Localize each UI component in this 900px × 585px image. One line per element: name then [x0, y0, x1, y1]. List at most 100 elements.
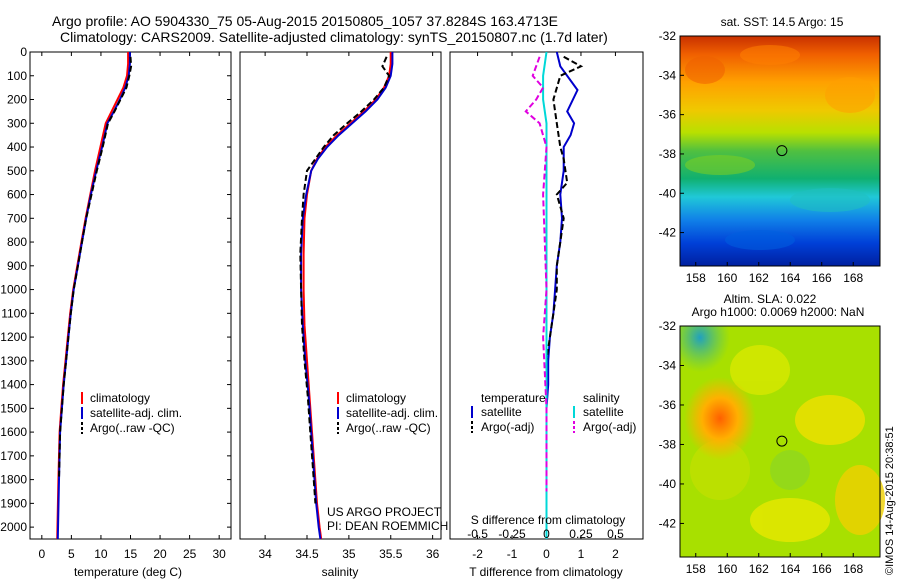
series-line-argo-raw-qc- [58, 56, 133, 480]
depth-tick-label: 300 [7, 116, 27, 130]
sst-map-frame [679, 35, 881, 267]
x-tick-label: 1 [578, 547, 585, 561]
top-tick-label: -0.5 [467, 527, 488, 541]
x-tick-label: 34.5 [295, 547, 319, 561]
series-line-salinity-argo-adj- [524, 56, 548, 492]
sla-lon-axis: 158 160 162 164 166 168 [686, 553, 864, 576]
legend-title-temperature: temperature [481, 391, 546, 405]
sst-map-title: sat. SST: 14.5 Argo: 15 [721, 15, 844, 29]
lon-tick-label: 166 [812, 562, 832, 576]
x-tick-label: 30 [212, 547, 226, 561]
sla-map: Altim. SLA: 0.022 Argo h1000: 0.0069 h20… [659, 292, 885, 576]
legend-label-t-argo: Argo(-adj) [481, 420, 534, 434]
lat-tick-label: -40 [659, 186, 677, 200]
lat-tick-label: -34 [659, 358, 677, 372]
depth-tick-label: 1000 [0, 283, 27, 297]
sst-lat-axis: -32 -34 -36 -38 -40 -42 [659, 29, 684, 240]
x-tick-label: 35.5 [379, 547, 403, 561]
depth-tick-label: 1300 [0, 354, 27, 368]
legend-label-climatology: climatology [90, 391, 150, 405]
lon-tick-label: 164 [780, 271, 800, 285]
lat-tick-label: -42 [659, 226, 677, 240]
lat-tick-label: -32 [659, 29, 677, 43]
salinity-lines [299, 52, 394, 540]
salinity-panel: 34 34.5 35 35.5 36 salinity climatology sate… [239, 51, 448, 579]
lon-tick-label: 166 [812, 271, 832, 285]
x-tick-label: 5 [68, 547, 75, 561]
legend-label-t-satellite: satellite [481, 405, 522, 419]
x-tick-label: 35 [342, 547, 356, 561]
x-tick-label: -2 [472, 547, 483, 561]
legend-label-satellite: satellite-adj. clim. [346, 406, 438, 420]
salinity-x-axis: 34 34.5 35 35.5 36 [258, 52, 440, 561]
sla-map-frame [679, 325, 881, 558]
temperature-xlabel: temperature (deg C) [74, 565, 182, 579]
depth-tick-label: 1400 [0, 378, 27, 392]
lat-tick-label: -32 [659, 319, 677, 333]
sla-map-title-2: Argo h1000: 0.0069 h2000: NaN [692, 305, 865, 319]
depth-tick-label: 400 [7, 140, 27, 154]
lon-tick-label: 160 [717, 562, 737, 576]
difference-xlabel-bottom: T difference from climatology [469, 565, 623, 579]
lon-tick-label: 160 [717, 271, 737, 285]
legend-label-s-satellite: satellite [583, 405, 624, 419]
sla-map-title-1: Altim. SLA: 0.022 [724, 292, 817, 306]
sst-map: sat. SST: 14.5 Argo: 15 -32-34-36-38-40-… [659, 15, 881, 285]
sst-warm-patches [685, 45, 875, 250]
top-tick-label: 0.25 [569, 527, 593, 541]
depth-tick-label: 2000 [0, 520, 27, 534]
legend-label-climatology: climatology [346, 391, 406, 405]
sla-low-anomaly [680, 326, 880, 557]
salinity-legend: climatology satellite-adj. clim. Argo(..… [337, 391, 438, 435]
title-line-2: Climatology: CARS2009. Satellite-adjuste… [60, 29, 608, 45]
project-annotation: US ARGO PROJECT PI: DEAN ROEMMICH [327, 505, 448, 533]
depth-tick-label: 700 [7, 211, 27, 225]
depth-tick-label: 1100 [1, 306, 27, 320]
top-tick-label: 0.5 [607, 527, 624, 541]
x-tick-label: 34 [258, 547, 272, 561]
lon-tick-label: 168 [843, 271, 863, 285]
legend-label-argo: Argo(..raw -QC) [90, 421, 175, 435]
project-pi: PI: DEAN ROEMMICH [327, 519, 448, 533]
salinity-xlabel: salinity [322, 565, 359, 579]
x-tick-label: 2 [612, 547, 619, 561]
legend-title-salinity: salinity [583, 391, 620, 405]
x-tick-label: 0 [543, 547, 550, 561]
difference-x-axis: -2 -1 0 1 2 [472, 52, 619, 561]
temperature-legend: climatology satellite-adj. clim. Argo(..… [81, 391, 182, 435]
series-line-satellite-adj-clim- [300, 52, 394, 540]
depth-tick-label: 1500 [0, 401, 27, 415]
lon-tick-label: 162 [749, 562, 769, 576]
x-tick-label: 20 [153, 547, 167, 561]
project-name: US ARGO PROJECT [327, 505, 442, 519]
difference-lines [524, 51, 584, 539]
x-tick-label: -1 [507, 547, 518, 561]
legend-label-satellite: satellite-adj. clim. [90, 406, 182, 420]
depth-tick-label: 600 [7, 188, 27, 202]
x-tick-label: 10 [94, 547, 108, 561]
x-tick-label: 0 [38, 547, 45, 561]
depth-tick-label: 1200 [0, 330, 27, 344]
credit-stamp: ©IMOS 14-Aug-2015 20:38:51 [884, 426, 896, 575]
lat-tick-label: -36 [659, 108, 677, 122]
series-line-argo-raw-qc- [299, 56, 391, 504]
lat-tick-label: -34 [659, 68, 677, 82]
figure-title: Argo profile: AO 5904330_75 05-Aug-2015 … [52, 13, 608, 45]
depth-tick-label: 900 [7, 259, 27, 273]
x-tick-label: 15 [124, 547, 138, 561]
salinity-difference-ticks: -0.5 -0.25 0 0.25 0.5 [467, 527, 624, 541]
top-tick-label: -0.25 [498, 527, 526, 541]
argo-position-marker [776, 145, 788, 157]
lat-tick-label: -38 [659, 147, 677, 161]
depth-tick-label: 200 [7, 93, 27, 107]
temperature-axes-frame [29, 51, 232, 540]
depth-tick-label: 100 [7, 69, 27, 83]
salinity-axes-frame [239, 51, 442, 540]
legend-label-argo: Argo(..raw -QC) [346, 421, 431, 435]
lon-tick-label: 164 [780, 562, 800, 576]
title-line-1: Argo profile: AO 5904330_75 05-Aug-2015 … [52, 13, 558, 29]
difference-legend: temperature salinity satellite Argo(-adj… [471, 391, 636, 434]
x-tick-label: 36 [426, 547, 440, 561]
top-tick-label: 0 [543, 527, 550, 541]
